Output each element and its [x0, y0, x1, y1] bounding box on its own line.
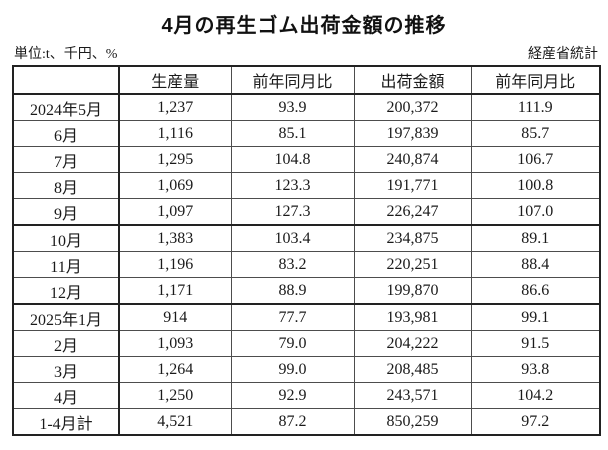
table-row: 6月 1,116 85.1 197,839 85.7: [12, 120, 601, 147]
value-cell: 1,264: [118, 356, 232, 383]
row-label-cell: 3月: [12, 356, 120, 383]
value-cell: 91.5: [470, 330, 601, 357]
row-label-cell: 2025年1月: [12, 303, 120, 331]
value-cell: 1,383: [118, 224, 232, 252]
value-cell: 123.3: [230, 172, 355, 199]
value-cell: 79.0: [230, 330, 355, 357]
table-row: 9月 1,097 127.3 226,247 107.0: [12, 198, 601, 226]
table-row: 4月 1,250 92.9 243,571 104.2: [12, 382, 601, 409]
value-cell: 1,093: [118, 330, 232, 357]
value-cell: 88.4: [470, 251, 601, 278]
value-cell: 193,981: [353, 303, 472, 331]
row-label-cell: 9月: [12, 198, 120, 226]
value-cell: 85.7: [470, 120, 601, 147]
table-row: 12月 1,171 88.9 199,870 86.6: [12, 277, 601, 305]
row-label-cell: 2月: [12, 330, 120, 357]
value-cell: 1,171: [118, 277, 232, 305]
value-cell: 1,097: [118, 198, 232, 226]
value-cell: 240,874: [353, 146, 472, 173]
value-cell: 1,196: [118, 251, 232, 278]
value-cell: 104.8: [230, 146, 355, 173]
row-label-cell: 12月: [12, 277, 120, 305]
value-cell: 127.3: [230, 198, 355, 226]
value-cell: 83.2: [230, 251, 355, 278]
meta-row: 単位:t、千円、% 経産省統計: [14, 43, 598, 63]
row-label-cell: 11月: [12, 251, 120, 278]
value-cell: 850,259: [353, 408, 472, 436]
table-row: 2月 1,093 79.0 204,222 91.5: [12, 330, 601, 357]
value-cell: 220,251: [353, 251, 472, 278]
row-label-cell: 7月: [12, 146, 120, 173]
value-cell: 97.2: [470, 408, 601, 436]
table-row: 3月 1,264 99.0 208,485 93.8: [12, 356, 601, 383]
table-row: 2024年5月 1,237 93.9 200,372 111.9: [12, 93, 601, 121]
value-cell: 1,250: [118, 382, 232, 409]
value-cell: 92.9: [230, 382, 355, 409]
value-cell: 1,295: [118, 146, 232, 173]
column-header: 前年同月比: [470, 65, 601, 95]
value-cell: 89.1: [470, 224, 601, 252]
table-head: 生産量 前年同月比 出荷金額 前年同月比: [12, 65, 601, 95]
value-cell: 199,870: [353, 277, 472, 305]
unit-note: 単位:t、千円、%: [14, 47, 118, 62]
value-cell: 93.9: [230, 93, 355, 121]
value-cell: 197,839: [353, 120, 472, 147]
value-cell: 234,875: [353, 224, 472, 252]
value-cell: 226,247: [353, 198, 472, 226]
value-cell: 93.8: [470, 356, 601, 383]
table-row: 2025年1月 914 77.7 193,981 99.1: [12, 303, 601, 331]
value-cell: 100.8: [470, 172, 601, 199]
value-cell: 914: [118, 303, 232, 331]
table-row: 11月 1,196 83.2 220,251 88.4: [12, 251, 601, 278]
value-cell: 103.4: [230, 224, 355, 252]
row-label-cell: 2024年5月: [12, 93, 120, 121]
table-row: 7月 1,295 104.8 240,874 106.7: [12, 146, 601, 173]
header-row: 生産量 前年同月比 出荷金額 前年同月比: [12, 65, 601, 95]
value-cell: 243,571: [353, 382, 472, 409]
column-header: 生産量: [118, 65, 232, 95]
page-title: 4月の再生ゴム出荷金額の推移: [161, 15, 447, 37]
value-cell: 191,771: [353, 172, 472, 199]
value-cell: 85.1: [230, 120, 355, 147]
value-cell: 208,485: [353, 356, 472, 383]
value-cell: 106.7: [470, 146, 601, 173]
column-header: 出荷金額: [353, 65, 472, 95]
row-label-cell: 1-4月計: [12, 408, 120, 436]
value-cell: 88.9: [230, 277, 355, 305]
value-cell: 1,237: [118, 93, 232, 121]
column-header: 前年同月比: [230, 65, 355, 95]
table-row: 10月 1,383 103.4 234,875 89.1: [12, 224, 601, 252]
table-row: 1-4月計 4,521 87.2 850,259 97.2: [12, 408, 601, 436]
value-cell: 111.9: [470, 93, 601, 121]
table-row: 8月 1,069 123.3 191,771 100.8: [12, 172, 601, 199]
source-note: 経産省統計: [528, 47, 598, 62]
value-cell: 204,222: [353, 330, 472, 357]
value-cell: 1,116: [118, 120, 232, 147]
table-body: 2024年5月 1,237 93.9 200,372 111.9 6月 1,116 85.1 1…: [12, 93, 601, 436]
value-cell: 107.0: [470, 198, 601, 226]
data-table: 生産量 前年同月比 出荷金額 前年同月比 2024年5月 1,237 93.9 200,37…: [12, 65, 601, 436]
value-cell: 200,372: [353, 93, 472, 121]
value-cell: 86.6: [470, 277, 601, 305]
value-cell: 99.1: [470, 303, 601, 331]
value-cell: 1,069: [118, 172, 232, 199]
corner-header: [12, 65, 120, 95]
row-label-cell: 10月: [12, 224, 120, 252]
row-label-cell: 6月: [12, 120, 120, 147]
row-label-cell: 8月: [12, 172, 120, 199]
value-cell: 87.2: [230, 408, 355, 436]
row-label-cell: 4月: [12, 382, 120, 409]
value-cell: 104.2: [470, 382, 601, 409]
value-cell: 77.7: [230, 303, 355, 331]
value-cell: 99.0: [230, 356, 355, 383]
value-cell: 4,521: [118, 408, 232, 436]
